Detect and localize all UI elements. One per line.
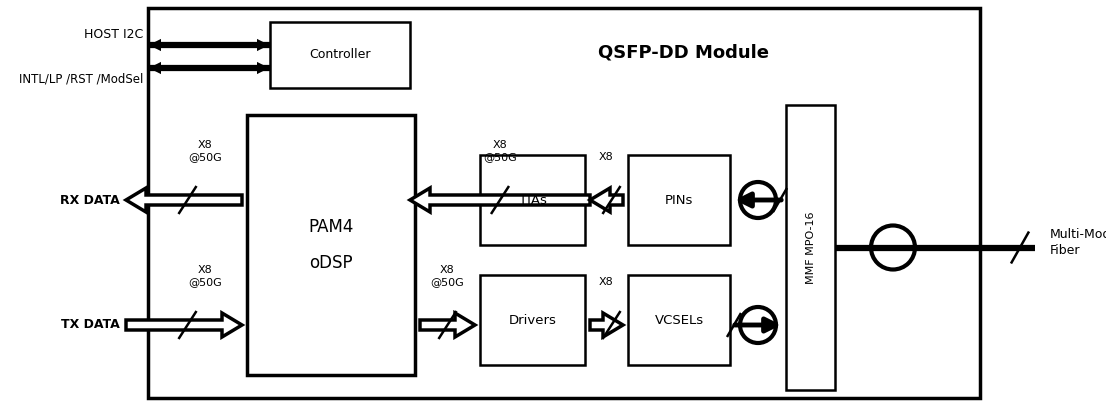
Text: VCSELs: VCSELs bbox=[655, 313, 703, 326]
Text: TX DATA: TX DATA bbox=[61, 319, 119, 331]
Polygon shape bbox=[589, 188, 623, 212]
Bar bbox=[480, 155, 585, 245]
Text: Drivers: Drivers bbox=[509, 313, 556, 326]
Text: RX DATA: RX DATA bbox=[60, 193, 119, 206]
Bar bbox=[148, 8, 980, 398]
Text: MMF MPO-16: MMF MPO-16 bbox=[805, 211, 815, 284]
Bar bbox=[786, 105, 835, 390]
Polygon shape bbox=[126, 188, 242, 212]
Text: X8: X8 bbox=[599, 152, 614, 162]
Bar bbox=[628, 155, 730, 245]
Bar bbox=[247, 115, 415, 375]
Text: X8
@50G: X8 @50G bbox=[188, 265, 222, 287]
Polygon shape bbox=[420, 313, 474, 337]
Text: PAM4: PAM4 bbox=[309, 218, 354, 236]
Text: oDSP: oDSP bbox=[310, 254, 353, 272]
Text: X8
@50G: X8 @50G bbox=[430, 265, 465, 287]
Polygon shape bbox=[410, 188, 589, 212]
Text: X8: X8 bbox=[599, 277, 614, 287]
Bar bbox=[480, 275, 585, 365]
Text: QSFP-DD Module: QSFP-DD Module bbox=[598, 44, 770, 62]
Text: X8
@50G: X8 @50G bbox=[188, 140, 222, 162]
Polygon shape bbox=[126, 313, 242, 337]
Text: HOST I2C: HOST I2C bbox=[84, 28, 143, 41]
Text: PINs: PINs bbox=[665, 193, 693, 206]
Text: TIAs: TIAs bbox=[519, 193, 546, 206]
Text: X8
@50G: X8 @50G bbox=[483, 140, 517, 162]
Text: Controller: Controller bbox=[310, 48, 371, 61]
Bar bbox=[270, 22, 410, 88]
Text: INTL/LP /RST /ModSel: INTL/LP /RST /ModSel bbox=[19, 72, 143, 85]
Polygon shape bbox=[589, 313, 623, 337]
Text: Multi-Mode
Fiber: Multi-Mode Fiber bbox=[1050, 228, 1106, 256]
Bar bbox=[628, 275, 730, 365]
